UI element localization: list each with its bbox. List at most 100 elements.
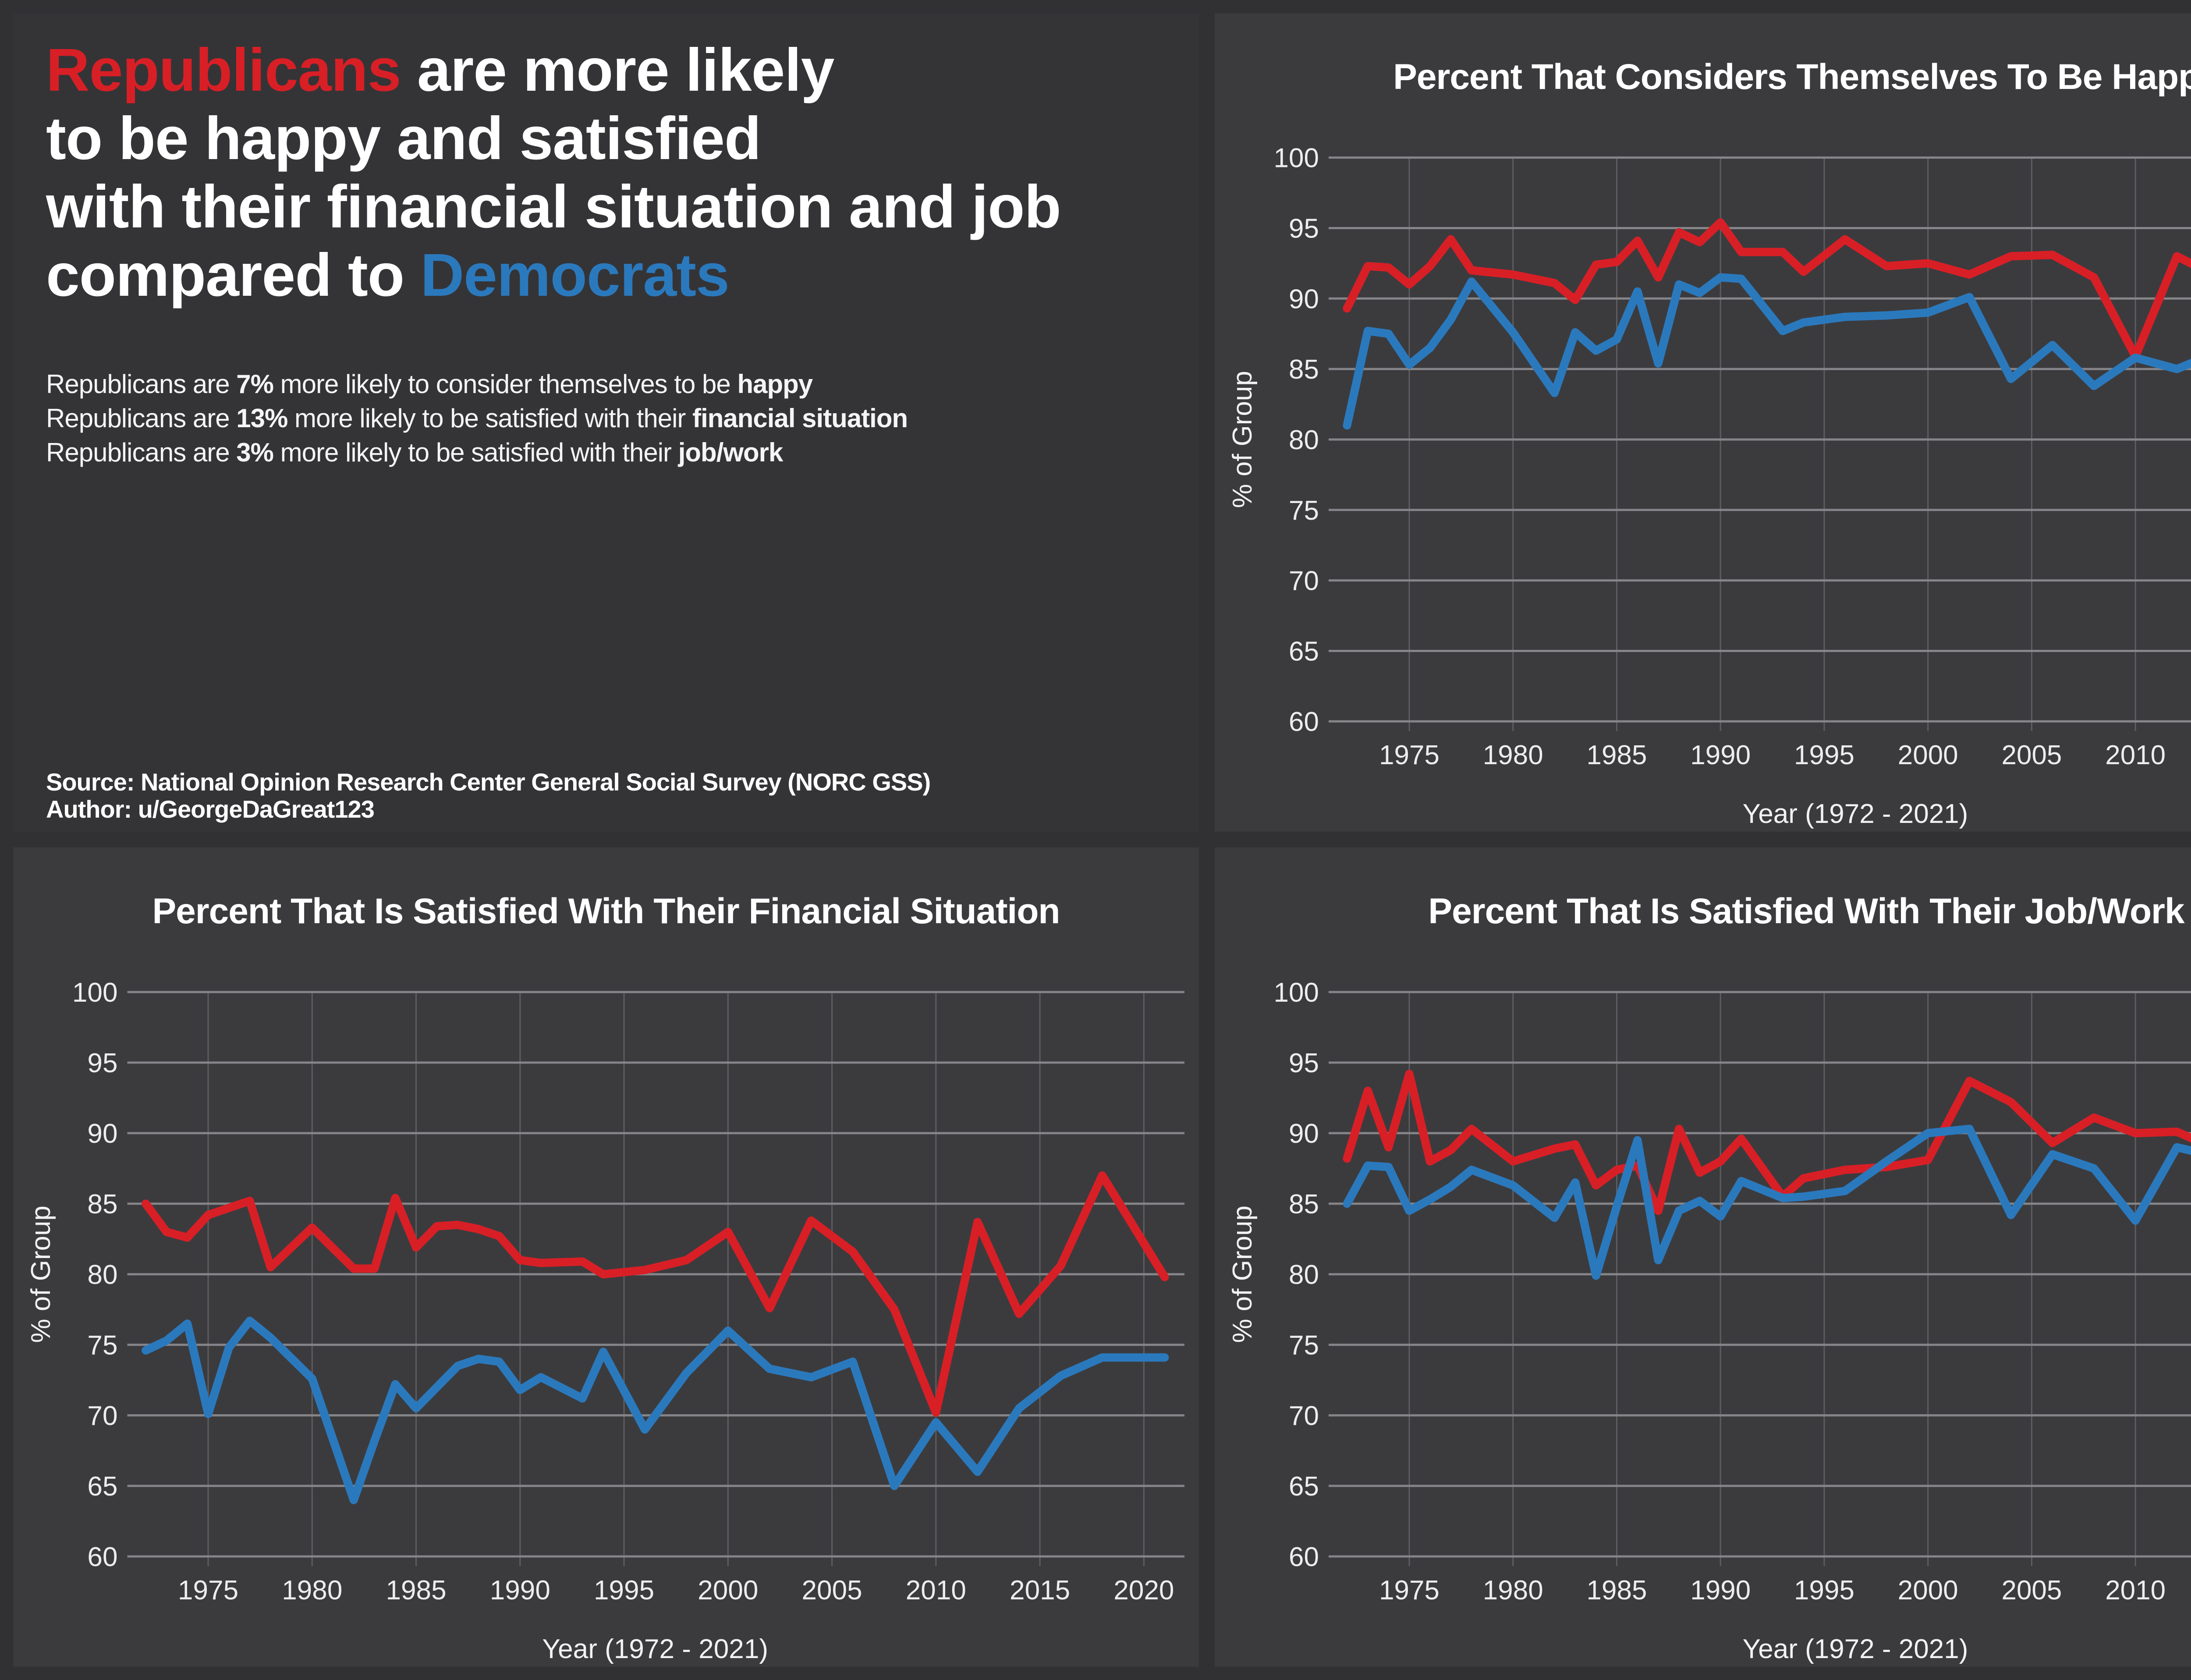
job-chart: 60 65 70 75 80 85 90 95 100 1975 1980 1985 1990 1995 2… — [1227, 978, 2191, 1664]
financial-chart-title: Percent That Is Satisfied With Their Fin… — [152, 891, 1060, 931]
y-tick-label: 95 — [87, 1048, 117, 1078]
x-tick-label: 1975 — [1379, 1575, 1439, 1606]
y-tick-label: 95 — [1289, 213, 1319, 244]
title-line-2: to be happy and satisfied — [46, 104, 1185, 173]
happy-chart: 60 65 70 75 80 85 90 95 100 1975 1980 1985 1990 1995 2… — [1227, 143, 2191, 829]
y-axis-label: % of Group — [1227, 1205, 1258, 1343]
financial-chart: 60 65 70 75 80 85 90 95 100 1975 1980 1985 1990 1995 2… — [26, 978, 1184, 1664]
x-tick-label: 1990 — [1690, 740, 1751, 770]
x-axis-label: Year (1972 - 2021) — [1743, 1634, 1968, 1664]
y-tick-label: 80 — [87, 1260, 117, 1290]
x-tick-label: 2015 — [1010, 1575, 1070, 1606]
republicans-line — [1343, 218, 2191, 361]
y-tick-label: 65 — [1289, 636, 1319, 666]
text-segment: 3% — [236, 438, 274, 467]
finding-job: Republicans are 3% more likely to be sat… — [46, 436, 1203, 470]
text-segment: 13% — [236, 404, 288, 433]
y-axis-label: % of Group — [1227, 371, 1258, 508]
y-tick-label: 95 — [1289, 1048, 1319, 1078]
text-segment: compared to — [46, 241, 421, 309]
x-tick-label: 2000 — [1898, 1575, 1958, 1606]
x-tick-label: 1980 — [1483, 1575, 1543, 1606]
x-tick-label: 1975 — [1379, 740, 1439, 770]
y-tick-label: 60 — [1289, 1542, 1319, 1572]
x-tick-label: 2020 — [1113, 1575, 1174, 1606]
x-tick-label: 1990 — [490, 1575, 550, 1606]
title-line-4: compared to Democrats — [46, 241, 1185, 309]
y-tick-label: 65 — [87, 1471, 117, 1502]
text-segment: are more likely — [401, 36, 835, 104]
y-tick-label: 85 — [87, 1189, 117, 1219]
attribution: Source: National Opinion Research Center… — [46, 769, 1203, 823]
author-line: Author: u/GeorgeDaGreat123 — [46, 795, 375, 823]
text-segment: Republicans are — [46, 404, 237, 433]
y-tick-label: 70 — [87, 1401, 117, 1431]
x-tick-label: 1995 — [1794, 1575, 1854, 1606]
y-tick-label: 65 — [1289, 1471, 1319, 1502]
y-tick-label: 70 — [1289, 566, 1319, 596]
text-segment: Democrats — [420, 241, 729, 309]
job-chart-title: Percent That Is Satisfied With Their Job… — [1428, 891, 2184, 931]
x-tick-label: 2000 — [1898, 740, 1958, 770]
democrats-line — [1343, 1124, 2191, 1280]
y-tick-label: 75 — [87, 1330, 117, 1361]
x-tick-label: 2010 — [2105, 740, 2166, 770]
x-tick-label: 1980 — [1483, 740, 1543, 770]
finding-financial: Republicans are 13% more likely to be sa… — [46, 401, 1203, 436]
text-segment: Republicans are — [46, 438, 237, 467]
text-segment: with their financial situation and job — [46, 173, 1061, 241]
finding-happy: Republicans are 7% more likely to consid… — [46, 367, 1203, 401]
x-tick-label: 2000 — [698, 1575, 758, 1606]
x-tick-label: 1985 — [1587, 740, 1647, 770]
text-segment: job/work — [678, 438, 784, 467]
democrats-line — [1343, 273, 2191, 430]
happy-chart-panel: Percent That Considers Themselves To Be … — [1215, 13, 2191, 832]
republicans-line — [1343, 1070, 2191, 1215]
x-tick-label: 2005 — [2001, 740, 2062, 770]
text-segment: Republicans — [46, 36, 401, 104]
y-tick-label: 90 — [1289, 284, 1319, 314]
y-tick-label: 90 — [1289, 1119, 1319, 1149]
x-tick-label: 2010 — [2105, 1575, 2166, 1606]
x-tick-label: 1985 — [1587, 1575, 1647, 1606]
infographic-title: Republicans are more likely to be happy … — [46, 36, 1185, 309]
happy-chart-title: Percent That Considers Themselves To Be … — [1393, 57, 2191, 97]
x-tick-label: 2010 — [906, 1575, 966, 1606]
x-axis-label: Year (1972 - 2021) — [1743, 799, 1968, 829]
text-segment: more likely to consider themselves to be — [273, 369, 737, 399]
x-tick-label: 1995 — [1794, 740, 1854, 770]
x-tick-label: 2005 — [2001, 1575, 2062, 1606]
y-tick-label: 85 — [1289, 1189, 1319, 1219]
title-line-3: with their financial situation and job — [46, 173, 1185, 241]
y-tick-label: 100 — [1274, 978, 1319, 1008]
text-panel: Republicans are more likely to be happy … — [13, 13, 1199, 832]
republicans-line — [142, 1171, 1169, 1417]
y-axis-label: % of Group — [26, 1205, 56, 1343]
x-axis-label: Year (1972 - 2021) — [542, 1634, 768, 1664]
job-chart-panel: Percent That Is Satisfied With Their Job… — [1215, 847, 2191, 1667]
x-tick-label: 1995 — [594, 1575, 654, 1606]
text-segment: financial situation — [692, 404, 908, 433]
y-tick-label: 100 — [72, 978, 118, 1008]
x-tick-label: 1980 — [282, 1575, 342, 1606]
x-tick-label: 2005 — [802, 1575, 862, 1606]
x-tick-label: 1975 — [178, 1575, 238, 1606]
y-tick-label: 80 — [1289, 425, 1319, 455]
key-findings: Republicans are 7% more likely to consid… — [46, 367, 1203, 470]
x-tick-label: 1985 — [386, 1575, 446, 1606]
y-tick-label: 85 — [1289, 354, 1319, 385]
text-segment: more likely to be satisfied with their — [273, 438, 678, 467]
x-tick-label: 1990 — [1690, 1575, 1751, 1606]
text-segment: to be happy and satisfied — [46, 105, 761, 172]
democrats-line — [142, 1316, 1169, 1504]
y-tick-label: 60 — [1289, 707, 1319, 737]
y-tick-label: 70 — [1289, 1401, 1319, 1431]
text-segment: 7% — [236, 369, 274, 399]
text-segment: more likely to be satisfied with their — [287, 404, 693, 433]
y-tick-label: 100 — [1274, 143, 1319, 174]
y-tick-label: 75 — [1289, 496, 1319, 526]
text-segment: Republicans are — [46, 369, 237, 399]
y-tick-label: 75 — [1289, 1330, 1319, 1361]
y-tick-label: 60 — [87, 1542, 117, 1572]
title-line-1: Republicans are more likely — [46, 36, 1185, 104]
